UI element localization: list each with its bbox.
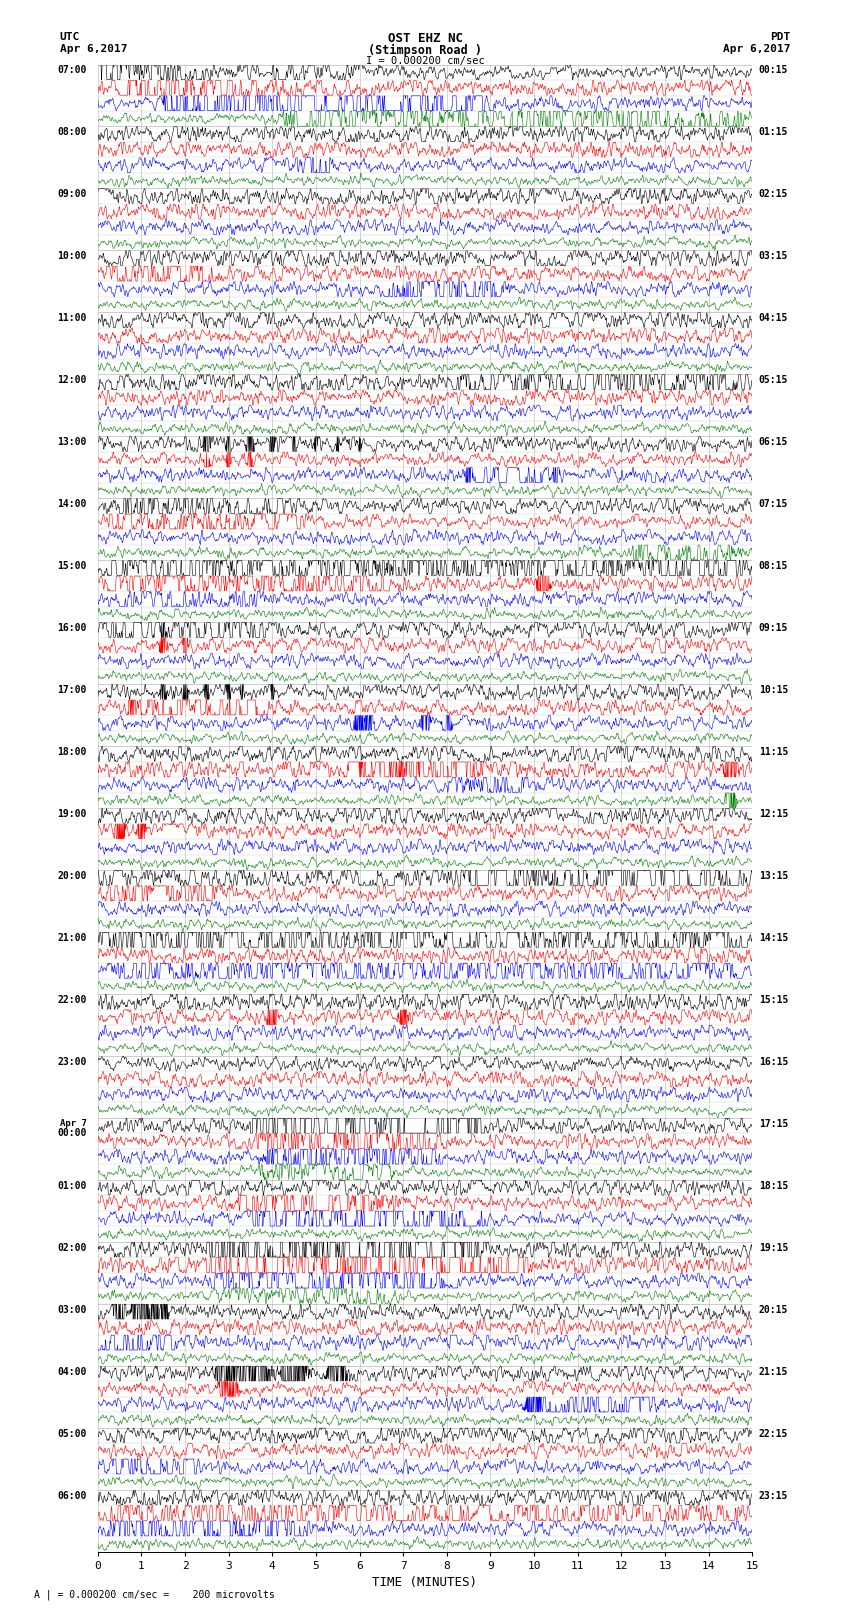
Text: 17:00: 17:00 bbox=[58, 686, 87, 695]
Text: 18:00: 18:00 bbox=[58, 747, 87, 756]
Text: Apr 6,2017: Apr 6,2017 bbox=[60, 44, 127, 53]
Text: A | = 0.000200 cm/sec =    200 microvolts: A | = 0.000200 cm/sec = 200 microvolts bbox=[34, 1589, 275, 1600]
Text: 04:15: 04:15 bbox=[759, 313, 788, 323]
Text: 13:00: 13:00 bbox=[58, 437, 87, 447]
Text: 01:15: 01:15 bbox=[759, 127, 788, 137]
Text: 15:15: 15:15 bbox=[759, 995, 788, 1005]
Text: Apr 6,2017: Apr 6,2017 bbox=[723, 44, 791, 53]
Text: UTC: UTC bbox=[60, 32, 80, 42]
Text: 06:00: 06:00 bbox=[58, 1490, 87, 1500]
Text: 00:15: 00:15 bbox=[759, 65, 788, 76]
Text: 10:15: 10:15 bbox=[759, 686, 788, 695]
Text: 20:15: 20:15 bbox=[759, 1305, 788, 1315]
Text: 05:15: 05:15 bbox=[759, 376, 788, 386]
Text: 18:15: 18:15 bbox=[759, 1181, 788, 1190]
Text: 16:15: 16:15 bbox=[759, 1057, 788, 1066]
Text: (Stimpson Road ): (Stimpson Road ) bbox=[368, 44, 482, 56]
Text: 14:15: 14:15 bbox=[759, 932, 788, 944]
Text: 03:15: 03:15 bbox=[759, 252, 788, 261]
Text: 12:15: 12:15 bbox=[759, 808, 788, 819]
Text: 02:15: 02:15 bbox=[759, 189, 788, 200]
Text: 12:00: 12:00 bbox=[58, 376, 87, 386]
Text: OST EHZ NC: OST EHZ NC bbox=[388, 32, 462, 45]
Text: 01:00: 01:00 bbox=[58, 1181, 87, 1190]
Text: 21:00: 21:00 bbox=[58, 932, 87, 944]
Text: 07:00: 07:00 bbox=[58, 65, 87, 76]
Text: 08:00: 08:00 bbox=[58, 127, 87, 137]
Text: 07:15: 07:15 bbox=[759, 498, 788, 510]
Text: 09:00: 09:00 bbox=[58, 189, 87, 200]
Text: 08:15: 08:15 bbox=[759, 561, 788, 571]
Text: 19:00: 19:00 bbox=[58, 808, 87, 819]
Text: 09:15: 09:15 bbox=[759, 623, 788, 632]
Text: 05:00: 05:00 bbox=[58, 1429, 87, 1439]
Text: 00:00: 00:00 bbox=[58, 1127, 87, 1139]
Text: 11:00: 11:00 bbox=[58, 313, 87, 323]
Text: 22:00: 22:00 bbox=[58, 995, 87, 1005]
Text: 04:00: 04:00 bbox=[58, 1366, 87, 1376]
Text: 13:15: 13:15 bbox=[759, 871, 788, 881]
Text: 11:15: 11:15 bbox=[759, 747, 788, 756]
Text: 14:00: 14:00 bbox=[58, 498, 87, 510]
Text: 02:00: 02:00 bbox=[58, 1242, 87, 1253]
Text: 22:15: 22:15 bbox=[759, 1429, 788, 1439]
Text: 10:00: 10:00 bbox=[58, 252, 87, 261]
Text: PDT: PDT bbox=[770, 32, 790, 42]
Text: I = 0.000200 cm/sec: I = 0.000200 cm/sec bbox=[366, 56, 484, 66]
Text: 23:00: 23:00 bbox=[58, 1057, 87, 1066]
X-axis label: TIME (MINUTES): TIME (MINUTES) bbox=[372, 1576, 478, 1589]
Text: 21:15: 21:15 bbox=[759, 1366, 788, 1376]
Text: 15:00: 15:00 bbox=[58, 561, 87, 571]
Text: 06:15: 06:15 bbox=[759, 437, 788, 447]
Text: 20:00: 20:00 bbox=[58, 871, 87, 881]
Text: 16:00: 16:00 bbox=[58, 623, 87, 632]
Text: Apr 7: Apr 7 bbox=[60, 1119, 87, 1127]
Text: 03:00: 03:00 bbox=[58, 1305, 87, 1315]
Text: 19:15: 19:15 bbox=[759, 1242, 788, 1253]
Text: 23:15: 23:15 bbox=[759, 1490, 788, 1500]
Text: 17:15: 17:15 bbox=[759, 1119, 788, 1129]
